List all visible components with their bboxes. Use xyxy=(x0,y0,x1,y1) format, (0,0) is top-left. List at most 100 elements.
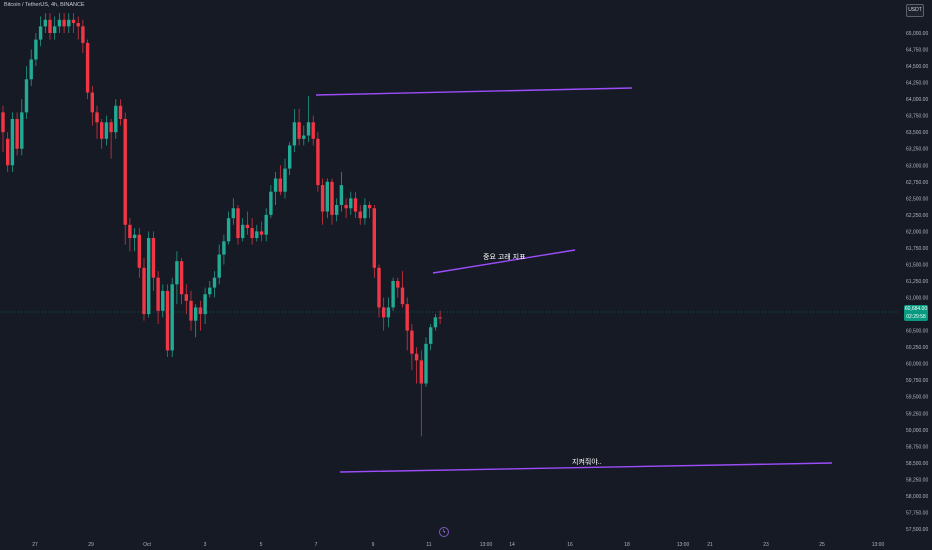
candle-down xyxy=(358,211,362,219)
candle-up xyxy=(29,59,33,80)
time-tick-label: 9 xyxy=(372,542,375,548)
candle-down xyxy=(414,353,419,361)
candle-down xyxy=(90,92,94,113)
candle-down xyxy=(198,307,203,315)
candle-down xyxy=(100,122,104,139)
time-axis: 27 29 Oct 3 5 7 9 11 13:00 14 16 18 13:00 21 23 25 13:00 xyxy=(32,542,884,548)
candle-down xyxy=(410,330,414,354)
price-tick-label: 57,500.00 xyxy=(906,527,928,533)
candle-down xyxy=(15,118,19,149)
resistance-trendline[interactable] xyxy=(315,87,633,96)
candle-up xyxy=(424,343,428,384)
time-tick-label: 13:00 xyxy=(872,542,885,548)
candle-up xyxy=(222,241,226,255)
last-price-value: 60,684.00 xyxy=(904,306,928,312)
time-tick-label: 7 xyxy=(315,542,318,548)
candle-up xyxy=(203,294,207,315)
candle-down xyxy=(137,234,141,268)
candle-up xyxy=(53,26,57,33)
candle-up xyxy=(34,39,38,60)
time-tick-label: 25 xyxy=(819,542,825,548)
candle-up xyxy=(255,231,259,239)
candle-down xyxy=(367,204,372,209)
price-tick-label: 59,750.00 xyxy=(906,378,928,384)
price-tick-label: 63,250.00 xyxy=(906,147,928,153)
candle-down xyxy=(184,294,188,301)
price-tick-label: 58,750.00 xyxy=(906,444,928,450)
candle-down xyxy=(85,42,90,93)
time-tick-label: 13:00 xyxy=(480,542,493,548)
candle-up xyxy=(67,19,71,27)
price-tick-label: 61,500.00 xyxy=(906,262,928,268)
candle-up xyxy=(20,112,24,149)
candle-down xyxy=(311,122,315,139)
candle-up xyxy=(132,234,137,239)
annotation-whale-indicator[interactable]: 중요 고래 지표 xyxy=(483,254,526,261)
time-tick-label: 16 xyxy=(567,542,573,548)
candle-up xyxy=(217,254,221,278)
price-tick-label: 61,000.00 xyxy=(906,296,928,302)
price-tick-label: 60,000.00 xyxy=(906,362,928,368)
candle-down xyxy=(278,178,282,192)
candle-down xyxy=(81,26,85,43)
candle-up xyxy=(429,327,433,344)
candle-down xyxy=(151,238,156,278)
bar-countdown: 02:29:58 xyxy=(906,314,926,320)
price-tick-label: 64,500.00 xyxy=(906,64,928,70)
candle-up xyxy=(349,198,353,209)
candle-up xyxy=(24,79,29,113)
candle-up xyxy=(339,185,344,205)
annotation-must-hold[interactable]: 지켜줘야.. xyxy=(572,459,602,466)
candle-down xyxy=(316,138,320,186)
price-tick-label: 65,000.00 xyxy=(906,31,928,37)
candle-up xyxy=(264,214,268,235)
candle-up xyxy=(391,281,395,308)
time-tick-label: 3 xyxy=(204,542,207,548)
time-tick-label: 14 xyxy=(509,542,515,548)
candle-down xyxy=(62,19,66,27)
candle-up xyxy=(170,284,174,351)
candle-up xyxy=(226,218,231,242)
candles-layer xyxy=(1,13,442,437)
candle-down xyxy=(156,277,160,311)
candle-up xyxy=(306,122,311,136)
price-tick-label: 64,250.00 xyxy=(906,81,928,87)
candle-down xyxy=(396,281,400,288)
candle-down xyxy=(109,122,113,133)
candle-down xyxy=(71,19,76,24)
price-tick-label: 63,000.00 xyxy=(906,163,928,169)
candle-up xyxy=(10,118,15,166)
candle-up xyxy=(231,208,235,219)
price-tick-label: 58,250.00 xyxy=(906,477,928,483)
candle-down xyxy=(48,19,52,33)
candle-down xyxy=(353,198,358,212)
candle-up xyxy=(325,181,329,212)
price-tick-label: 58,000.00 xyxy=(906,494,928,500)
candle-up xyxy=(38,26,43,40)
candle-down xyxy=(236,208,240,239)
time-tick-label: 5 xyxy=(260,542,263,548)
candle-up xyxy=(288,145,292,169)
price-tick-label: 58,500.00 xyxy=(906,461,928,467)
candle-down xyxy=(400,287,405,305)
price-tick-label: 63,750.00 xyxy=(906,114,928,120)
time-tick-label: 18 xyxy=(624,542,630,548)
candle-down xyxy=(419,360,423,384)
support-trendline[interactable] xyxy=(339,462,833,473)
candle-down xyxy=(245,224,250,229)
candle-down xyxy=(95,112,99,123)
candle-up xyxy=(104,122,109,139)
candle-up xyxy=(283,168,287,192)
candle-up xyxy=(433,317,438,328)
candle-up xyxy=(302,135,306,139)
price-tick-label: 63,500.00 xyxy=(906,130,928,136)
whale-indicator-trendline[interactable] xyxy=(432,249,576,274)
candle-down xyxy=(165,290,170,351)
price-tick-label: 60,250.00 xyxy=(906,345,928,351)
candle-up xyxy=(386,307,391,318)
price-tick-label: 62,500.00 xyxy=(906,196,928,202)
candle-up xyxy=(147,238,151,315)
lightning-icon[interactable]: ϟ xyxy=(439,527,449,537)
currency-button[interactable]: USDT xyxy=(906,4,924,17)
